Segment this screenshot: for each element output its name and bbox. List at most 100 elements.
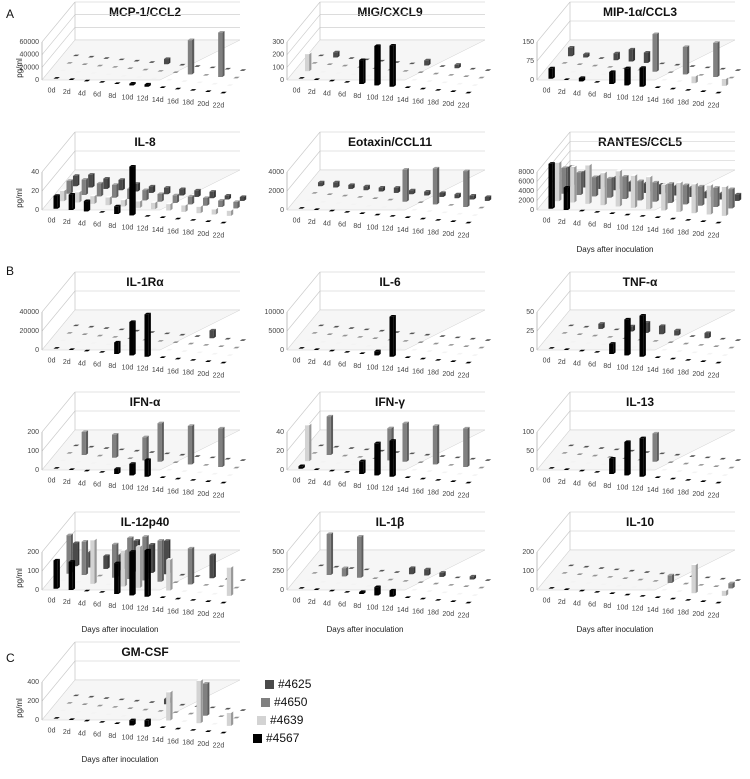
side-gridline <box>536 131 571 173</box>
bar-base <box>172 711 180 713</box>
bar-base <box>159 596 167 598</box>
bar <box>105 343 112 346</box>
x-tick-label: 20d <box>442 101 454 108</box>
bar-base <box>233 716 240 719</box>
bar-base <box>363 328 370 331</box>
bar <box>103 57 110 59</box>
bar <box>441 211 448 214</box>
bar-front <box>609 458 614 474</box>
bar <box>144 458 151 477</box>
bar <box>576 453 584 455</box>
bar <box>129 718 136 726</box>
x-tick-label: 8d <box>353 483 361 490</box>
bar <box>148 61 156 63</box>
x-tick-label: 2d <box>63 89 71 96</box>
bar-base <box>424 333 431 336</box>
bar <box>81 178 89 195</box>
bar-base <box>408 452 416 455</box>
bar-base <box>88 445 95 448</box>
bar-top <box>187 195 195 197</box>
bar <box>298 77 305 79</box>
bar-base <box>233 466 240 469</box>
bar-side <box>222 426 225 467</box>
bar <box>450 90 457 92</box>
bar <box>304 339 312 342</box>
bar-front <box>326 533 331 575</box>
bar-side <box>153 184 156 193</box>
bar-base <box>684 479 692 481</box>
bar-base <box>90 712 97 714</box>
bar-base <box>135 76 143 78</box>
side-gridline <box>286 530 321 572</box>
bar <box>226 711 234 726</box>
bar-side <box>77 174 80 187</box>
bar-front <box>105 197 110 206</box>
bar <box>187 424 195 465</box>
x-tick-label: 4d <box>573 220 581 227</box>
bar-base <box>706 472 714 475</box>
bar-base <box>205 600 212 602</box>
bar-base <box>380 76 388 78</box>
x-tick-label: 10d <box>367 484 379 491</box>
bar-base <box>426 210 433 212</box>
x-tick-label: 2d <box>558 89 566 96</box>
bar <box>326 193 334 195</box>
bar-side <box>200 679 203 724</box>
bar-base <box>363 448 370 451</box>
bar <box>706 352 714 355</box>
bar-side <box>148 312 151 357</box>
bar-base <box>66 332 73 334</box>
y-tick-label: 20 <box>276 448 284 455</box>
side-gridline <box>286 131 321 173</box>
section-label: B <box>6 264 14 278</box>
bar-base <box>697 584 705 586</box>
bar <box>144 718 151 727</box>
bar <box>639 314 646 357</box>
bar <box>194 335 201 337</box>
bar <box>150 77 158 80</box>
bar-side <box>231 209 234 216</box>
bar <box>239 459 247 461</box>
bar-base <box>157 340 164 342</box>
bar-front <box>224 195 229 200</box>
x-tick-label: 10d <box>122 364 134 371</box>
bar <box>333 50 340 58</box>
bar <box>417 581 425 583</box>
bar-front <box>548 163 553 209</box>
floor <box>536 549 736 591</box>
bar-front <box>643 322 649 333</box>
bar-base <box>456 212 464 215</box>
x-tick-label: 18d <box>182 370 194 377</box>
bar-base <box>328 209 336 212</box>
bar-base <box>600 583 607 586</box>
bar-front <box>624 319 629 356</box>
x-tick-label: 18d <box>182 230 194 237</box>
bar <box>90 342 97 344</box>
x-tick-label: 4d <box>78 730 86 737</box>
x-tick-label: 8d <box>108 223 116 230</box>
bar <box>88 325 95 328</box>
bar-base <box>150 347 158 350</box>
x-tick-label: 20d <box>442 491 454 498</box>
bar <box>135 545 143 588</box>
bar-base <box>456 592 464 595</box>
bar-base <box>75 70 82 73</box>
x-tick-label: 0d <box>48 598 56 605</box>
bar <box>454 576 461 579</box>
bar-base <box>585 72 592 74</box>
bar <box>111 183 119 198</box>
bar-base <box>220 601 227 604</box>
bar-side <box>398 186 401 193</box>
bar-front <box>374 46 379 86</box>
x-tick-label: 4d <box>323 90 331 97</box>
bar <box>583 325 590 328</box>
bar-base <box>98 591 106 593</box>
bar-side <box>602 322 605 329</box>
bar-base <box>715 221 722 224</box>
bar-base <box>150 717 158 720</box>
bar-base <box>120 74 128 77</box>
bar <box>734 339 742 341</box>
x-tick-label: 22d <box>708 232 720 239</box>
bar-side <box>161 192 164 202</box>
bar-side <box>413 188 416 195</box>
